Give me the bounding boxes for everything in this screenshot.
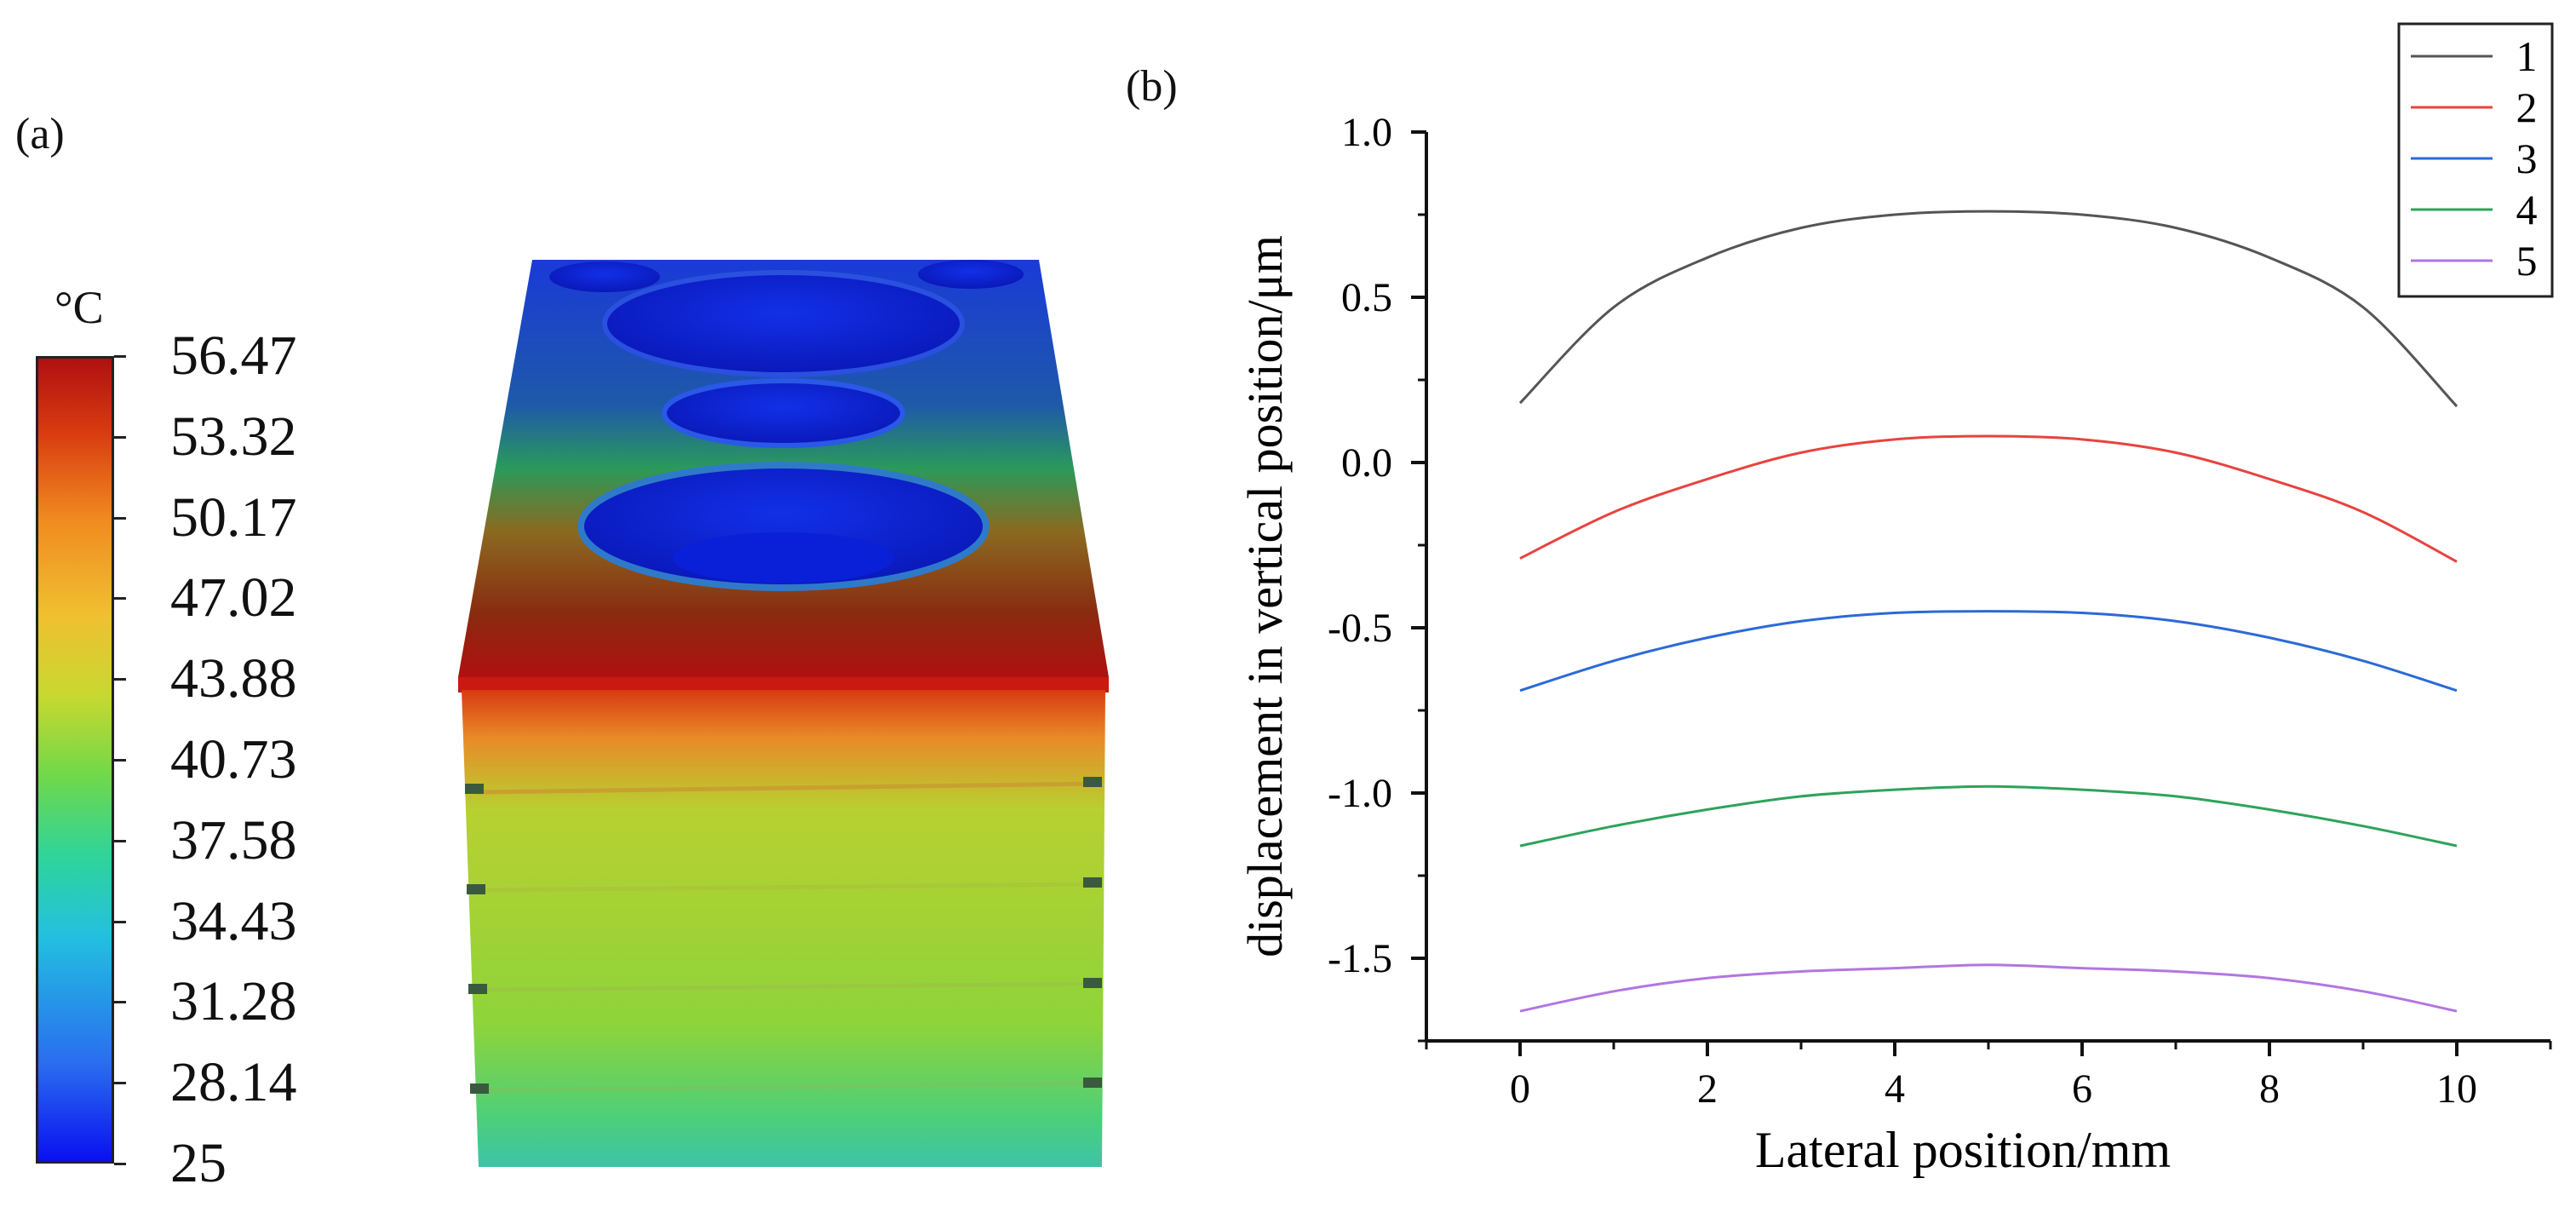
colorbar-tick-mark: [114, 1001, 126, 1004]
model-front-face: [458, 677, 1109, 1167]
colorbar-tick-mark: [114, 920, 126, 923]
colorbar-tick-mark: [114, 1163, 126, 1165]
x-tick-label: 6: [2072, 1066, 2092, 1112]
plot-ticks: 0 2 4 6 8 10 1.0 0.5 0.0 -0.5 -1.0 -1.5: [1328, 110, 2552, 1112]
colorbar-tick-label: 50.17: [170, 486, 297, 549]
y-axis-title: displacement in vertical position/μm: [1237, 235, 1293, 957]
x-tick-label: 4: [1885, 1066, 1905, 1112]
colorbar-tick-label: 53.32: [170, 405, 297, 468]
colorbar-tick-label: 40.73: [170, 728, 297, 790]
displacement-line-chart: 0 2 4 6 8 10 1.0 0.5 0.0 -0.5 -1.0 -1.5 Lateral pos…: [1237, 22, 2554, 1178]
x-tick-label: 0: [1510, 1066, 1530, 1112]
colorbar-tick-mark: [114, 355, 126, 358]
y-tick-label: -1.5: [1328, 936, 1392, 981]
x-axis-title: Lateral position/mm: [1755, 1122, 2171, 1178]
colorbar-unit: °C: [55, 282, 104, 333]
legend-label-2: 2: [2516, 83, 2538, 131]
panel-b-label: (b): [1126, 62, 1178, 111]
x-tick-label: 10: [2436, 1066, 2477, 1112]
series-line-4: [1519, 785, 2458, 848]
y-tick-label: -0.5: [1328, 606, 1392, 651]
colorbar-tick-mark: [114, 435, 126, 439]
colorbar-tick-label: 25: [170, 1132, 227, 1194]
colorbar-tick-label: 43.88: [170, 647, 297, 710]
thermal-model-illustration: [458, 260, 1109, 1167]
legend-label-4: 4: [2516, 186, 2538, 233]
y-tick-label: 0.0: [1341, 440, 1392, 486]
legend-label-5: 5: [2516, 237, 2538, 285]
x-tick-label: 8: [2259, 1066, 2280, 1112]
x-tick-label: 2: [1697, 1066, 1718, 1112]
colorbar-tick-label: 34.43: [170, 889, 297, 952]
colorbar-tick-label: 28.14: [170, 1051, 297, 1114]
colorbar-tick-mark: [114, 516, 126, 520]
colorbar-tick-mark: [114, 839, 126, 842]
colorbar-tick-mark: [114, 1082, 126, 1085]
plot-axes: [1425, 132, 2550, 1043]
temperature-colorbar: [36, 356, 114, 1164]
plot-series: [1518, 210, 2458, 1013]
panel-a-label: (a): [15, 110, 65, 158]
legend-label-1: 1: [2516, 32, 2538, 80]
series-line-3: [1519, 610, 2458, 693]
y-tick-label: -1.0: [1328, 771, 1392, 816]
series-line-2: [1519, 434, 2458, 563]
colorbar-tick-mark: [114, 597, 126, 601]
colorbar-tick-mark: [114, 678, 126, 681]
series-line-5: [1519, 963, 2458, 1013]
colorbar-tick-label: 31.28: [170, 970, 297, 1033]
colorbar-tick-label: 56.47: [170, 325, 297, 387]
y-tick-label: 0.5: [1341, 275, 1392, 320]
colorbar-tick-label: 47.02: [170, 566, 297, 629]
colorbar-tick-label: 37.58: [170, 808, 297, 871]
y-tick-label: 1.0: [1341, 110, 1392, 155]
series-line-1: [1518, 210, 2458, 408]
legend-box: [2397, 22, 2554, 298]
legend-label-3: 3: [2516, 135, 2538, 182]
model-top-face: [458, 260, 1109, 677]
colorbar-tick-mark: [114, 759, 126, 762]
